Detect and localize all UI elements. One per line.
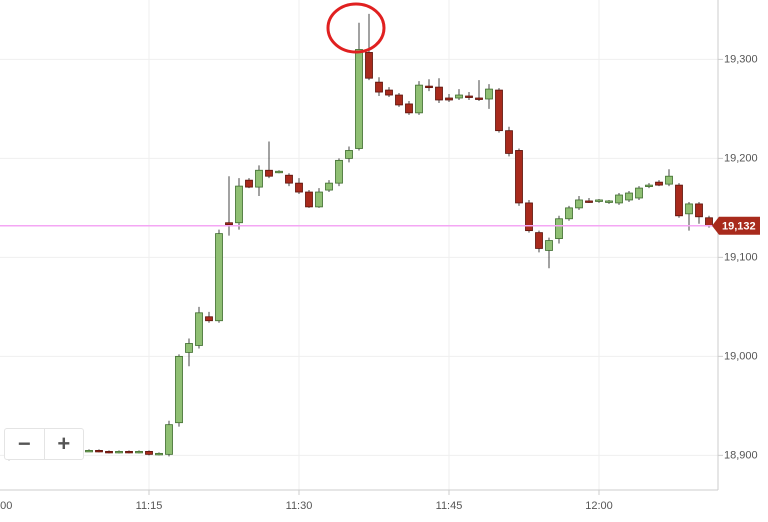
candle-body	[155, 452, 163, 456]
last-price-marker	[712, 216, 760, 235]
candle-body	[195, 312, 203, 346]
candle-body	[125, 450, 133, 454]
candle-body	[145, 450, 153, 455]
candle-body	[205, 316, 213, 322]
candle-body	[545, 240, 553, 251]
x-tick-label: 11:30	[286, 500, 313, 512]
candle-body	[595, 199, 603, 202]
candle-body	[305, 191, 313, 208]
candle-body	[665, 175, 673, 185]
x-tick-label: 11:15	[136, 500, 163, 512]
candle-body	[355, 49, 363, 149]
candle-body	[315, 191, 323, 208]
candle-body	[625, 192, 633, 201]
y-tick-label: 19,200	[724, 152, 758, 164]
candle-body	[675, 184, 683, 217]
candle-body	[585, 200, 593, 203]
candle-body	[365, 52, 373, 79]
candle-body	[345, 150, 353, 159]
candle-body	[85, 450, 93, 453]
zoom-in-button[interactable]: +	[43, 429, 84, 459]
candle-body	[605, 200, 613, 203]
candle-body	[255, 169, 263, 188]
candle-body	[495, 89, 503, 132]
candle-body	[285, 174, 293, 184]
x-tick-label: 11:00	[0, 500, 12, 512]
y-tick-label: 19,100	[724, 251, 758, 263]
zoom-control: − +	[4, 428, 84, 460]
candle-body	[115, 450, 123, 454]
candle-body	[265, 169, 273, 177]
candle-body	[295, 182, 303, 193]
candle-body	[635, 187, 643, 199]
candle-body	[405, 103, 413, 114]
candle-body	[455, 94, 463, 99]
candle-body	[465, 95, 473, 98]
candle-body	[165, 424, 173, 455]
candle-body	[215, 233, 223, 322]
candle-body	[385, 89, 393, 96]
candle-body	[515, 150, 523, 204]
last-price-label: 19,132	[722, 221, 756, 233]
candle-body	[135, 450, 143, 454]
candle-body	[705, 217, 713, 227]
candle-body	[565, 207, 573, 220]
candle-body	[425, 85, 433, 89]
y-tick-label: 19,000	[724, 350, 758, 362]
x-tick-label: 12:00	[585, 500, 613, 512]
candle-body	[645, 184, 653, 188]
candle-body	[325, 182, 333, 191]
x-tick-label: 11:45	[436, 500, 463, 512]
y-tick-label: 18,900	[724, 449, 758, 461]
candle-body	[95, 450, 103, 453]
candle-body	[395, 94, 403, 106]
candle-body	[535, 232, 543, 249]
candle-body	[225, 222, 233, 226]
candle-body	[655, 181, 663, 186]
candle-body	[445, 97, 453, 101]
candle-body	[685, 203, 693, 215]
candle-body	[555, 218, 563, 239]
zoom-out-button[interactable]: −	[17, 431, 31, 456]
candle-body	[335, 159, 343, 184]
candle-body	[525, 202, 533, 232]
candle-body	[375, 81, 383, 93]
candle-body	[695, 203, 703, 218]
candle-body	[575, 199, 583, 209]
candle-body	[615, 194, 623, 204]
candle-body	[475, 97, 483, 100]
candle-body	[235, 185, 243, 224]
candle-body	[185, 343, 193, 353]
candle-body	[175, 355, 183, 424]
candle-body	[105, 450, 113, 454]
candle-body	[415, 84, 423, 114]
y-tick-label: 19,300	[724, 53, 758, 65]
candle-body	[275, 170, 283, 174]
highlight-circle	[326, 2, 386, 54]
candle-body	[485, 88, 493, 100]
candle-body	[435, 86, 443, 101]
candle-body	[505, 130, 513, 154]
candle-body	[245, 179, 253, 188]
